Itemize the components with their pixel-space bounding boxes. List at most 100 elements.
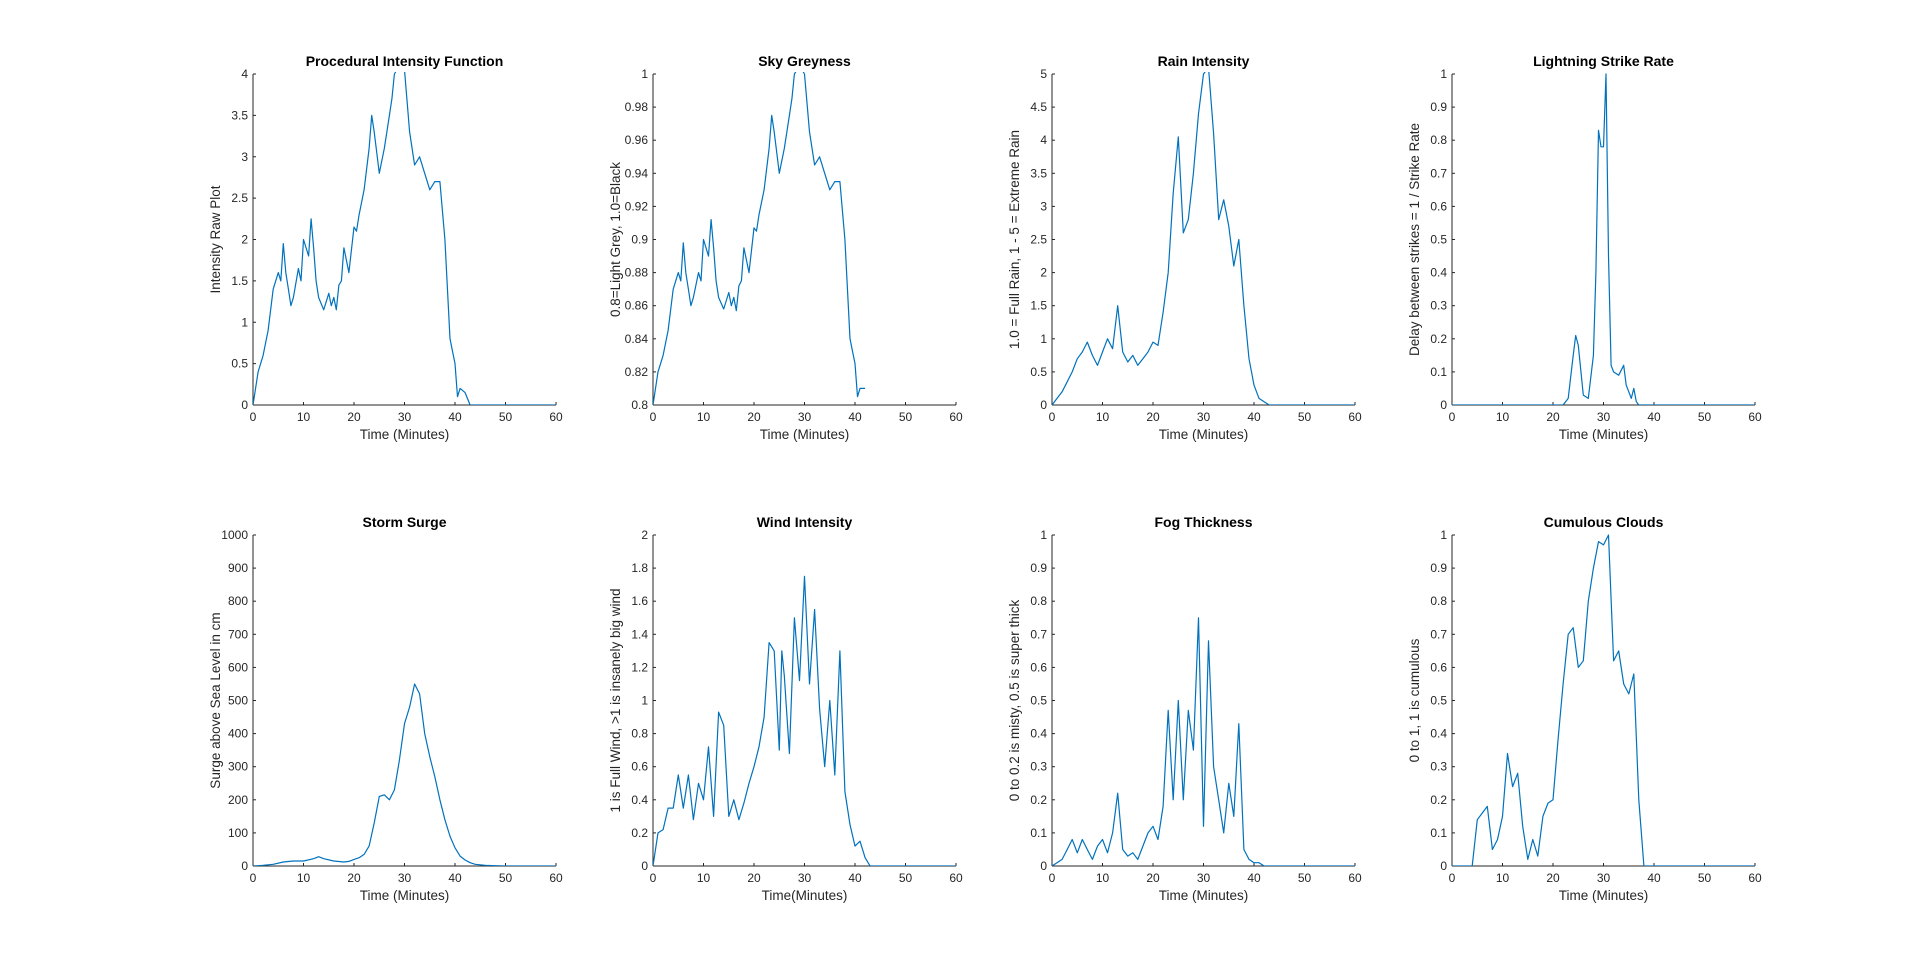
x-tick-label: 60: [949, 871, 963, 885]
y-tick-label: 0.84: [625, 332, 649, 346]
y-tick-label: 2: [241, 233, 248, 247]
x-tick-label: 20: [747, 410, 761, 424]
x-tick-label: 40: [1647, 410, 1661, 424]
y-tick-label: 1: [241, 315, 248, 329]
x-tick-label: 20: [347, 871, 361, 885]
y-tick-label: 0.5: [1430, 694, 1447, 708]
x-tick-label: 10: [1096, 410, 1110, 424]
y-tick-label: 0.7: [1430, 166, 1447, 180]
y-tick-label: 0.94: [625, 166, 649, 180]
y-tick-label: 4.5: [1030, 100, 1047, 114]
x-tick-label: 60: [1348, 871, 1362, 885]
x-tick-label: 50: [1698, 871, 1712, 885]
y-axis-label: 0 to 0.2 is misty, 0.5 is super thick: [1007, 599, 1022, 801]
x-tick-label: 50: [499, 410, 513, 424]
x-tick-label: 0: [1449, 871, 1456, 885]
x-axis-label: Time (Minutes): [1559, 427, 1649, 442]
y-tick-label: 1.6: [631, 594, 648, 608]
y-tick-label: 200: [228, 793, 248, 807]
y-tick-label: 0.96: [625, 133, 649, 147]
x-axis-label: Time (Minutes): [360, 888, 450, 903]
y-tick-label: 0.82: [625, 365, 649, 379]
x-tick-label: 40: [448, 871, 462, 885]
x-tick-label: 20: [1146, 410, 1160, 424]
y-tick-label: 0.7: [1430, 627, 1447, 641]
x-tick-label: 50: [1698, 410, 1712, 424]
subplot-1: 0 10 20 30 40 50 60 0 0.5 1 1.5 2 2.5 3 3.5 4 Procedural…: [208, 53, 563, 442]
y-tick-label: 0.8: [631, 727, 648, 741]
y-tick-label: 0.98: [625, 100, 649, 114]
y-tick-label: 3.5: [1030, 166, 1047, 180]
x-tick-label: 0: [250, 410, 257, 424]
y-tick-label: 0: [1040, 398, 1047, 412]
y-tick-label: 0.9: [1430, 100, 1447, 114]
y-tick-label: 0: [1440, 859, 1447, 873]
x-tick-label: 30: [1597, 871, 1611, 885]
chart-title: Fog Thickness: [1154, 514, 1252, 530]
y-tick-label: 800: [228, 594, 248, 608]
y-tick-label: 0.5: [231, 357, 248, 371]
x-tick-label: 30: [1197, 871, 1211, 885]
y-tick-label: 0.6: [1430, 199, 1447, 213]
x-tick-label: 20: [1146, 871, 1160, 885]
subplot-4: 0 10 20 30 40 50 60 0 0.1 0.2 0.3 0.4 0.5 0.6 0.7 0.8 0.…: [1407, 53, 1762, 442]
y-tick-label: 0.2: [631, 826, 648, 840]
y-tick-label: 600: [228, 660, 248, 674]
x-tick-label: 60: [1748, 871, 1762, 885]
y-tick-label: 0.1: [1430, 826, 1447, 840]
x-tick-label: 0: [650, 410, 657, 424]
x-tick-label: 10: [297, 871, 311, 885]
y-axis-label: 0.8=Light Grey, 1.0=Black: [608, 162, 623, 317]
y-tick-label: 2: [641, 528, 648, 542]
subplot-5: 0 10 20 30 40 50 60010020030040050060070080090…: [208, 514, 563, 903]
y-tick-label: 0.1: [1030, 826, 1047, 840]
y-tick-label: 4: [241, 67, 248, 81]
x-tick-label: 50: [899, 410, 913, 424]
subplot-6: 0 10 20 30 40 50 60 0 0.2 0.4 0.6 0.8 1 1.2 1.4 1.6 1.8 2…: [608, 514, 963, 903]
x-tick-label: 0: [650, 871, 657, 885]
y-axis-label: Surge above Sea Level in cm: [208, 612, 223, 788]
y-tick-label: 700: [228, 627, 248, 641]
y-tick-label: 2: [1040, 266, 1047, 280]
y-tick-label: 0.2: [1430, 793, 1447, 807]
y-axis-label: 1 is Full Wind, >1 is insanely big wind: [608, 589, 623, 813]
x-tick-label: 40: [448, 410, 462, 424]
y-tick-label: 0.2: [1430, 332, 1447, 346]
x-axis-label: Time (Minutes): [760, 427, 850, 442]
y-tick-label: 3: [1040, 199, 1047, 213]
x-axis-label: Time (Minutes): [1159, 888, 1249, 903]
y-tick-label: 0.5: [1030, 365, 1047, 379]
y-tick-label: 2.5: [231, 191, 248, 205]
x-tick-label: 60: [1348, 410, 1362, 424]
x-tick-label: 10: [1496, 871, 1510, 885]
y-tick-label: 1: [1440, 67, 1447, 81]
chart-title: Cumulous Clouds: [1544, 514, 1664, 530]
y-tick-label: 1000: [221, 528, 248, 542]
subplot-7: 0 10 20 30 40 50 60 0 0.1 0.2 0.3 0.4 0.5 0.6 0.7 0.8 0.…: [1007, 514, 1362, 903]
y-tick-label: 0: [1440, 398, 1447, 412]
x-tick-label: 50: [1298, 410, 1312, 424]
y-axis-label: Intensity Raw Plot: [208, 185, 223, 293]
x-tick-label: 10: [697, 410, 711, 424]
y-tick-label: 0.7: [1030, 627, 1047, 641]
series-line: [1452, 73, 1755, 405]
x-tick-label: 60: [1748, 410, 1762, 424]
y-tick-label: 3.5: [231, 108, 248, 122]
y-tick-label: 0.8: [1430, 594, 1447, 608]
x-tick-label: 20: [1546, 410, 1560, 424]
series-line: [1052, 72, 1355, 405]
y-axis-label: 0 to 1, 1 is cumulous: [1407, 638, 1422, 762]
x-tick-label: 40: [848, 410, 862, 424]
x-tick-label: 50: [1298, 871, 1312, 885]
x-tick-label: 0: [1449, 410, 1456, 424]
y-tick-label: 1.8: [631, 561, 648, 575]
y-tick-label: 2.5: [1030, 233, 1047, 247]
series-line: [653, 575, 956, 866]
y-tick-label: 0.1: [1430, 365, 1447, 379]
x-tick-label: 60: [549, 410, 563, 424]
series-line: [253, 72, 556, 405]
y-tick-label: 0.9: [1030, 561, 1047, 575]
y-tick-label: 1: [1440, 528, 1447, 542]
